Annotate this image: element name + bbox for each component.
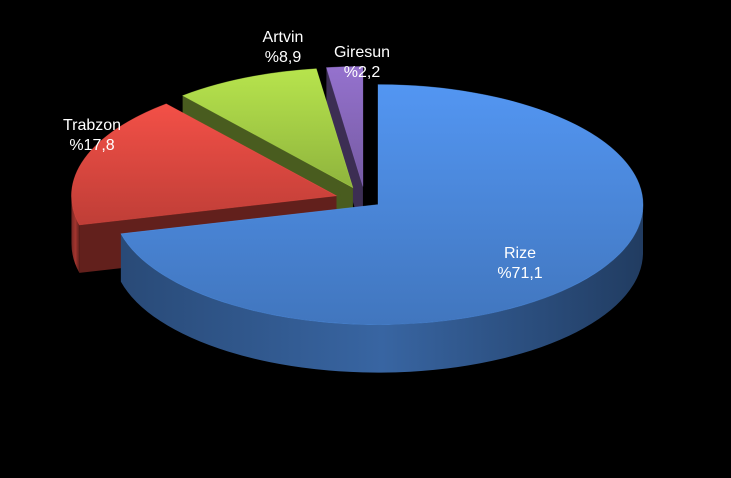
value-label-artvin: %8,9 xyxy=(265,49,302,66)
slice-giresun-top xyxy=(326,66,364,187)
slice-rize xyxy=(120,84,644,373)
slice-giresun xyxy=(326,66,364,235)
value-label-rize: %71,1 xyxy=(497,265,542,282)
value-label-giresun: %2,2 xyxy=(344,64,381,81)
slice-trabzon-top xyxy=(71,103,338,226)
slice-giresun-wall-0 xyxy=(326,67,363,235)
slice-rize-top xyxy=(120,84,644,325)
label-rize: Rize %71,1 xyxy=(497,245,542,282)
slice-rize-side-0 xyxy=(120,204,644,373)
category-label-rize: Rize xyxy=(504,245,536,262)
slice-trabzon-side-0 xyxy=(71,195,80,273)
category-label-trabzon: Trabzon xyxy=(63,117,121,134)
category-label-artvin: Artvin xyxy=(263,29,304,46)
label-artvin: Artvin %8,9 xyxy=(263,29,304,66)
value-label-trabzon: %17,8 xyxy=(69,137,114,154)
label-trabzon: Trabzon %17,8 xyxy=(63,117,121,154)
category-label-giresun: Giresun xyxy=(334,44,390,61)
label-giresun: Giresun %2,2 xyxy=(334,44,390,81)
slice-artvin-top xyxy=(181,68,354,189)
